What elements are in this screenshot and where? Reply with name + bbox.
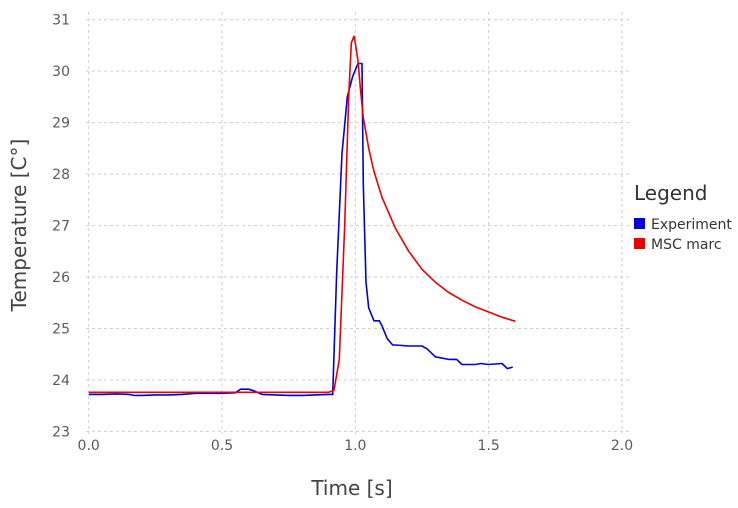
x-tick-label: 1.5 [478,438,500,454]
series-line-experiment [88,62,513,397]
y-tick-label: 25 [52,322,70,338]
legend-items: Experiment MSC marc [634,217,732,253]
x-tick-label: 2.0 [611,438,633,454]
grid [86,12,630,434]
x-tick-label: 1.0 [344,438,366,454]
y-tick-label: 23 [52,424,70,440]
x-tick-label: 0.5 [211,438,233,454]
y-tick-label: 31 [52,13,70,29]
y-tick-label: 26 [52,270,70,286]
y-tick-label: 29 [52,116,70,132]
x-axis-title: Time [s] [310,476,392,500]
legend-label: Experiment [651,217,732,233]
y-axis-title: Temperature [C°] [7,139,31,313]
legend: Legend Experiment MSC marc [634,181,732,253]
y-tick-label: 28 [52,167,70,183]
x-tick-label: 0.0 [78,438,100,454]
legend-title: Legend [634,181,707,205]
series-lines [88,35,516,397]
x-tick-labels: 0.0 0.5 1.0 1.5 2.0 [78,438,634,454]
legend-swatch [634,238,645,249]
legend-label: MSC marc [651,237,722,253]
y-tick-label: 27 [52,219,70,235]
y-tick-labels: 23 24 25 26 27 28 29 30 31 [52,13,70,441]
y-tick-label: 30 [52,64,70,80]
y-tick-label: 24 [52,373,70,389]
series-line-msc-marc [88,35,516,394]
legend-swatch [634,218,645,229]
